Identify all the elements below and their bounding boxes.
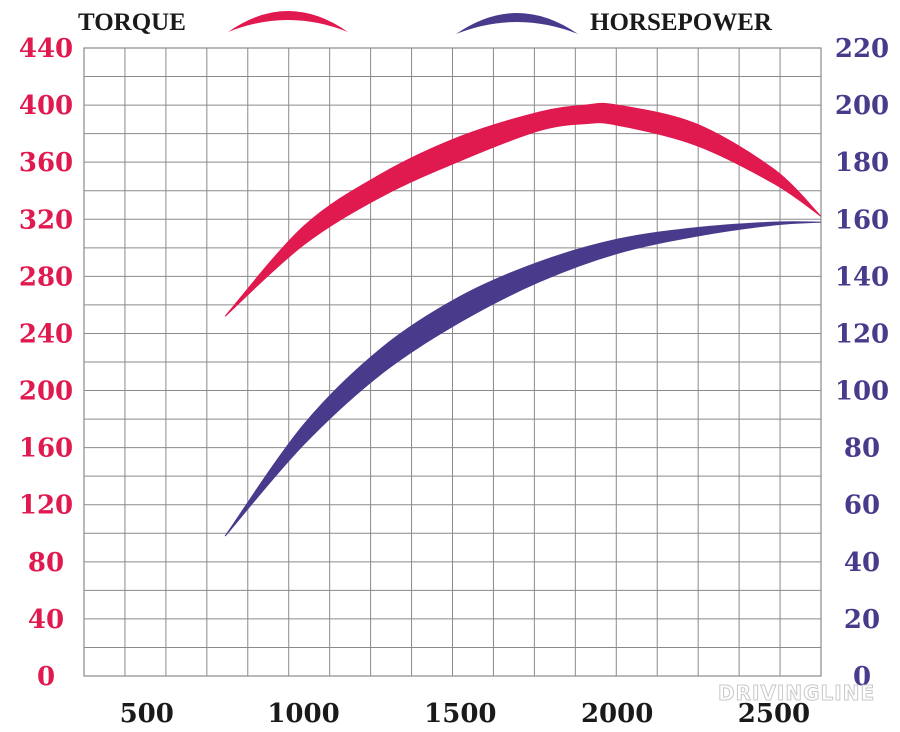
left-tick-label: 120 <box>19 491 73 521</box>
series-band-torque <box>224 102 822 317</box>
left-tick-label: 400 <box>19 91 73 121</box>
right-tick-label: 80 <box>844 434 880 464</box>
left-tick-label: 200 <box>19 377 73 407</box>
right-axis-ticks: 0 20 40 60 80 100 120 140 160 180 200 220 <box>835 34 889 692</box>
bottom-axis-ticks: 500 1000 1500 2000 2500 <box>120 699 811 729</box>
left-tick-label: 80 <box>28 548 64 578</box>
legend-label-horsepower: HORSEPOWER <box>590 9 773 36</box>
left-tick-label: 160 <box>19 434 73 464</box>
left-tick-label: 280 <box>19 262 73 292</box>
plot-grid <box>83 47 822 677</box>
series-band-horsepower <box>224 221 822 537</box>
right-tick-label: 220 <box>835 34 889 64</box>
right-tick-label: 20 <box>844 605 880 635</box>
left-axis-ticks: 0 40 80 120 160 200 240 280 320 360 400 440 <box>19 34 73 692</box>
legend-label-torque: TORQUE <box>78 9 186 36</box>
bottom-tick-label: 2000 <box>581 699 653 729</box>
right-tick-label: 60 <box>844 491 880 521</box>
left-tick-label: 240 <box>19 319 73 349</box>
right-tick-label: 40 <box>844 548 880 578</box>
watermark-text: DRIVINGLINE <box>718 681 875 705</box>
right-tick-label: 100 <box>835 377 889 407</box>
bottom-tick-label: 500 <box>120 699 174 729</box>
right-tick-label: 0 <box>853 662 871 692</box>
bottom-tick-label: 2500 <box>738 699 810 729</box>
right-tick-label: 120 <box>835 319 889 349</box>
right-tick-label: 200 <box>835 91 889 121</box>
right-tick-label: 180 <box>835 148 889 178</box>
bottom-tick-label: 1000 <box>267 699 339 729</box>
left-tick-label: 40 <box>28 605 64 635</box>
left-tick-label: 440 <box>19 34 73 64</box>
series-layer <box>224 102 822 537</box>
left-tick-label: 360 <box>19 148 73 178</box>
right-tick-label: 160 <box>835 205 889 235</box>
legend-swatch-horsepower <box>456 13 578 34</box>
legend: TORQUE HORSEPOWER <box>78 9 773 36</box>
left-tick-label: 320 <box>19 205 73 235</box>
legend-swatch-torque <box>228 11 348 32</box>
left-tick-label: 0 <box>37 662 55 692</box>
right-tick-label: 140 <box>835 262 889 292</box>
bottom-tick-label: 1500 <box>424 699 496 729</box>
